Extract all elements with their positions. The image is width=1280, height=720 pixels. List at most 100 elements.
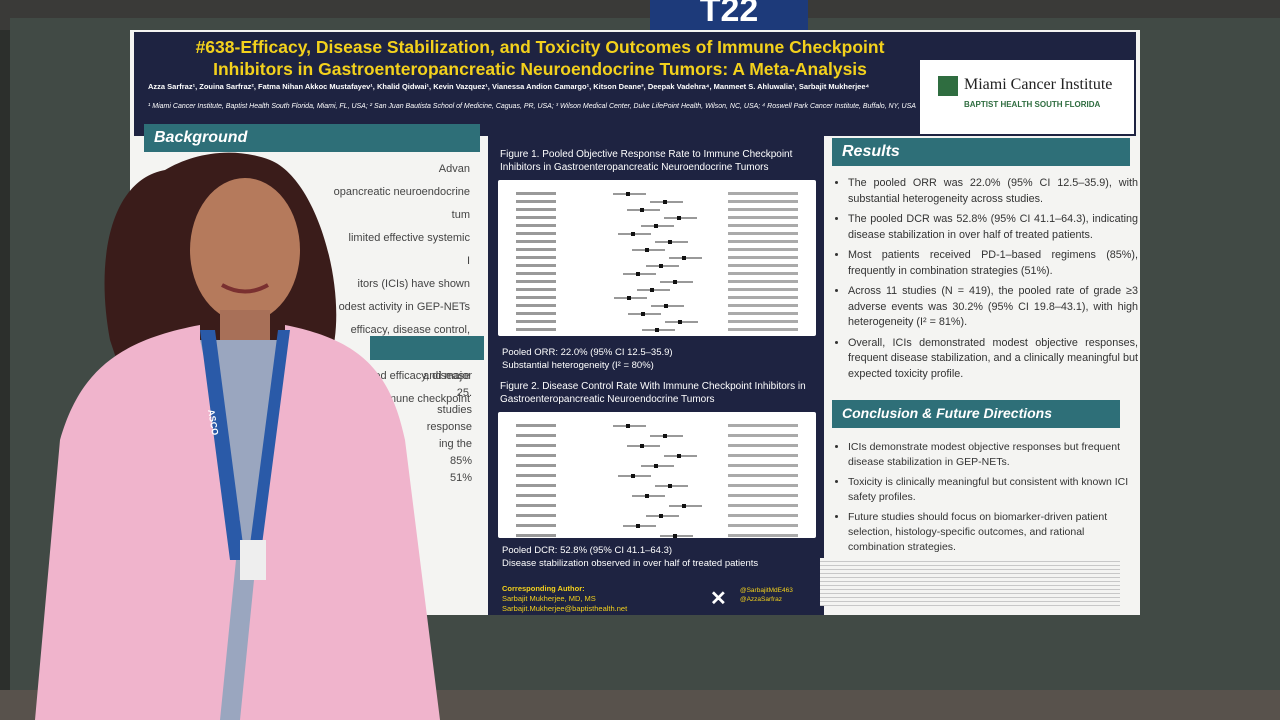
point [659, 514, 663, 518]
results-list: The pooled ORR was 22.0% (95% CI 12.5–35… [832, 176, 1138, 387]
plot-row-values [728, 534, 798, 537]
poster-title: #638-Efficacy, Disease Stabilization, an… [195, 37, 885, 79]
lanyard-text: ASCO [206, 409, 220, 436]
note: Pooled ORR: 22.0% (95% CI 12.5–35.9) [502, 347, 673, 358]
plot-row-values [728, 272, 798, 275]
plot-row-text [516, 320, 556, 323]
point [654, 464, 658, 468]
plot-row-text [516, 248, 556, 251]
smile [221, 283, 269, 294]
plot-row-text [516, 524, 556, 527]
plot-row-values [728, 444, 798, 447]
forest-svg-2 [516, 424, 798, 558]
point [636, 272, 640, 276]
plot-row-text [516, 288, 556, 291]
point [626, 192, 630, 196]
contact-name: Sarbajit Mukherjee, MD, MS [502, 594, 596, 603]
point [641, 312, 645, 316]
point [627, 296, 631, 300]
plot-row-values [728, 454, 798, 457]
plot-row-values [728, 320, 798, 323]
figure2-notes: Pooled DCR: 52.8% (95% CI 41.1–64.3) Dise… [502, 544, 812, 570]
plot-row-text [516, 304, 556, 307]
handle: @SarbajitMdE463 [740, 587, 793, 594]
point [682, 256, 686, 260]
logo-icon [938, 76, 958, 96]
conclusion-list: ICIs demonstrate modest objective respon… [832, 440, 1134, 560]
point [673, 534, 677, 538]
point [654, 224, 658, 228]
plot-row-text [516, 256, 556, 259]
background-fragment: itors (ICIs) have shown [357, 278, 470, 290]
forest-plot-1 [498, 180, 816, 340]
authors: Azza Sarfraz¹, Zouina Sarfraz², Fatma Ni… [148, 82, 870, 91]
note: Disease stabilization observed in over h… [502, 558, 759, 569]
plot-row-text [516, 240, 556, 243]
plot-row-values [728, 248, 798, 251]
plot-row-values [728, 312, 798, 315]
logo-sub: BAPTIST HEALTH SOUTH FLORIDA [964, 100, 1101, 109]
plot-row-values [728, 464, 798, 467]
section-heading [370, 336, 484, 360]
results-heading: Results [832, 138, 1130, 166]
plot-row-values [728, 232, 798, 235]
plot-row-values [728, 256, 798, 259]
point [645, 248, 649, 252]
point [668, 484, 672, 488]
plot-row-text [516, 312, 556, 315]
plot-row-text [516, 264, 556, 267]
plot-row-text [516, 504, 556, 507]
plot-row-text [516, 328, 556, 331]
point [663, 200, 667, 204]
affiliations: ¹ Miami Cancer Institute, Baptist Health… [148, 103, 916, 110]
plot-row-values [728, 224, 798, 227]
plot-row-text [516, 494, 556, 497]
point [677, 216, 681, 220]
background-fragment: tum [451, 209, 470, 221]
occluded-fragment: 85% [449, 455, 472, 467]
plot-row-text [516, 444, 556, 447]
plot-row-values [728, 304, 798, 307]
plot-row-text [516, 484, 556, 487]
occluded-fragment: ing the [438, 438, 472, 450]
occluded-fragment: 51% [449, 472, 472, 484]
plot-row-values [728, 504, 798, 507]
plot-row-values [728, 514, 798, 517]
background-fragment: I [466, 255, 470, 267]
forest-plot-2 [498, 412, 816, 558]
occluded-fragment: 25. [456, 387, 472, 399]
forest-svg-1 [516, 192, 798, 340]
plot-row-text [516, 424, 556, 427]
point [640, 444, 644, 448]
result-bullet: The pooled DCR was 52.8% (95% CI 41.1–64… [848, 212, 1138, 243]
plot-row-values [728, 192, 798, 195]
contact-label: Corresponding Author: [502, 584, 585, 593]
person: ASCO [35, 152, 440, 720]
plot-row-text [516, 534, 556, 537]
handles: @SarbajitMdE463 @AzzaSarfraz [740, 586, 793, 604]
background-fragment: odest activity in GEP-NETs [338, 301, 470, 313]
point [645, 494, 649, 498]
plot-row-values [728, 296, 798, 299]
face [190, 178, 300, 322]
result-bullet: Most patients received PD-1–based regime… [848, 248, 1138, 279]
plot-row-values [728, 264, 798, 267]
note: Pooled DCR: 52.8% (95% CI 41.1–64.3) [502, 545, 673, 556]
point [664, 304, 668, 308]
plot-row-values [728, 524, 798, 527]
contact: Corresponding Author: Sarbajit Mukherjee… [502, 584, 627, 614]
result-bullet: Overall, ICIs demonstrated modest object… [848, 336, 1138, 383]
point [659, 264, 663, 268]
plot-row-values [728, 434, 798, 437]
x-logo: ✕ [710, 588, 727, 610]
logo: Miami Cancer Institute BAPTIST HEALTH SO… [920, 60, 1134, 134]
figure1-caption: Figure 1. Pooled Objective Response Rate… [500, 149, 793, 173]
plot-row-values [728, 328, 798, 331]
occluded-fragment: studies [437, 404, 472, 416]
point [673, 280, 677, 284]
plot-row-values [728, 200, 798, 203]
occluded-text: and major 25. studies response ing the 85% 51% [400, 368, 472, 487]
result-bullet: Across 11 studies (N = 419), the pooled … [848, 284, 1138, 331]
point [650, 288, 654, 292]
